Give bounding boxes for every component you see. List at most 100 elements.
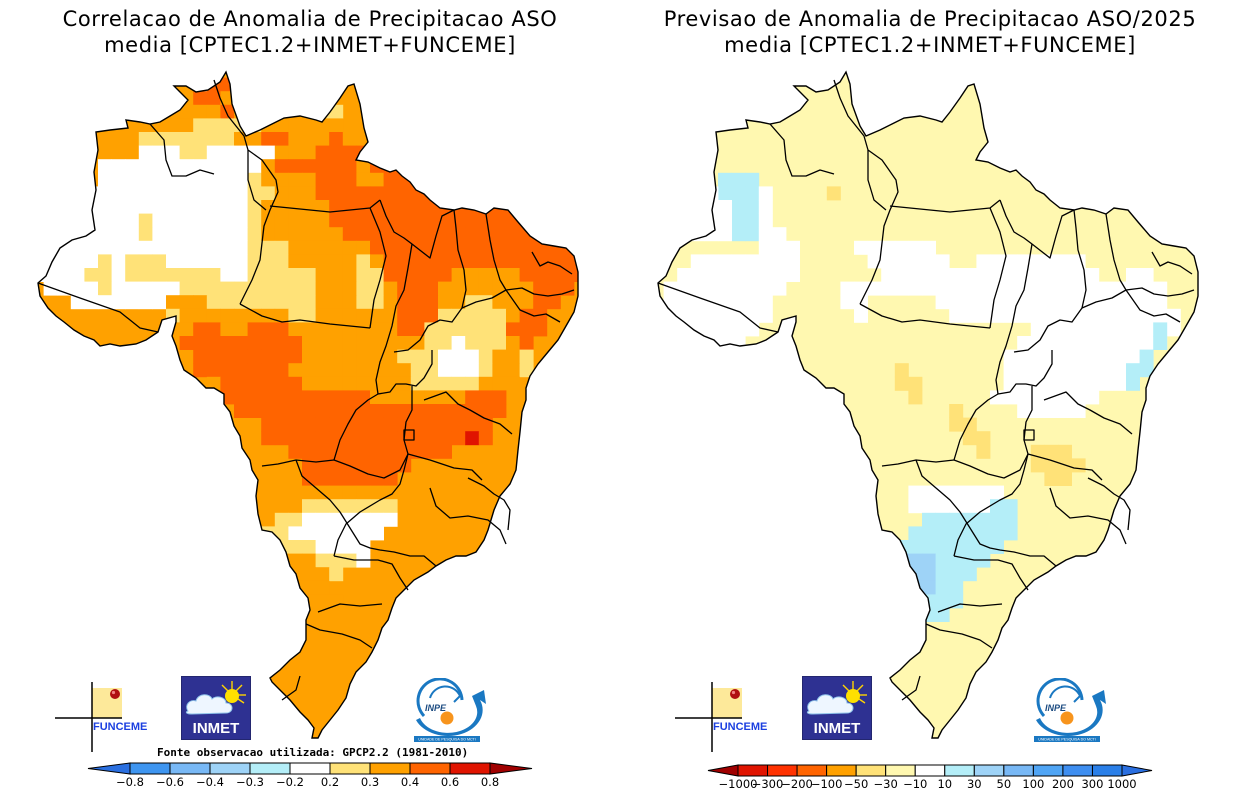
grid-cell: [274, 404, 289, 418]
grid-cell: [356, 472, 371, 486]
grid-cell: [234, 390, 248, 405]
grid-cell: [152, 254, 167, 269]
grid-cell: [193, 77, 208, 92]
grid-cell: [342, 349, 357, 364]
grid-cell: [220, 363, 235, 378]
grid-cell: [922, 485, 936, 500]
grid-cell: [1017, 363, 1032, 378]
grid-cell: [854, 308, 868, 323]
grid-cell: [302, 431, 316, 446]
grid-cell: [438, 444, 452, 459]
grid-cell: [383, 240, 398, 255]
grid-cell: [1003, 281, 1018, 296]
grid-cell: [962, 431, 977, 446]
grid-cell: [976, 485, 991, 500]
grid-cell: [288, 349, 303, 364]
colorbar-box: [1032, 764, 1064, 777]
grid-cell: [908, 594, 923, 609]
grid-cell: [179, 213, 194, 228]
colorbar-min-arrow: [707, 764, 739, 777]
grid-cell: [370, 295, 384, 310]
state-border: [937, 603, 1003, 613]
grid-cell: [98, 159, 112, 174]
grid-cell: [908, 553, 923, 568]
grid-cell: [302, 553, 316, 568]
state-border: [1023, 386, 1033, 455]
grid-cell: [908, 240, 923, 255]
grid-cell: [1003, 499, 1018, 514]
grid-cell: [220, 104, 235, 119]
grid-cell: [274, 295, 289, 310]
grid-cell: [288, 213, 303, 228]
grid-cell: [261, 404, 276, 418]
grid-cell: [329, 308, 344, 323]
grid-cell: [84, 254, 99, 269]
grid-cell: [247, 404, 262, 418]
grid-cell: [370, 186, 384, 201]
grid-cell: [274, 227, 289, 242]
grid-cell: [1153, 295, 1168, 310]
grid-cell: [1112, 376, 1127, 391]
grid-cell: [492, 295, 507, 310]
grid-cell: [193, 363, 208, 378]
grid-cell: [1139, 295, 1154, 310]
state-border: [989, 207, 1007, 329]
grid-cell: [745, 295, 760, 310]
grid-cell: [206, 213, 221, 228]
grid-cell: [438, 281, 452, 296]
grid-cell: [745, 268, 760, 282]
grid-cell: [935, 567, 950, 582]
grid-cell: [410, 322, 425, 337]
grid-cell: [315, 322, 330, 337]
colorbar-max-arrow: [489, 762, 533, 775]
grid-cell: [894, 580, 909, 595]
grid-cell: [519, 295, 534, 310]
grid-cell: [234, 186, 248, 201]
grid-cell: [288, 281, 303, 296]
grid-cell: [261, 336, 276, 350]
grid-cell: [302, 322, 316, 337]
grid-cell: [329, 472, 344, 486]
grid-cell: [492, 268, 507, 282]
grid-cell: [302, 580, 316, 595]
grid-cell: [1112, 363, 1127, 378]
grid-cell: [1085, 336, 1100, 350]
grid-cell: [166, 200, 180, 214]
grid-cell: [731, 227, 746, 242]
grid-cell: [84, 240, 99, 255]
grid-cell: [438, 322, 452, 337]
grid-cell: [465, 308, 480, 323]
grid-cell: [451, 363, 466, 378]
grid-cell: [690, 254, 705, 269]
grid-cell: [840, 295, 855, 310]
grid-cell: [718, 227, 732, 242]
state-border: [953, 453, 1029, 479]
grid-cell: [370, 499, 384, 514]
colorbar-tick-label: 0.4: [401, 775, 419, 789]
grid-cell: [261, 417, 276, 432]
grid-cell: [451, 349, 466, 364]
grid-cell: [506, 336, 520, 350]
grid-cell: [193, 118, 208, 133]
grid-cell: [315, 186, 330, 201]
grid-cell: [397, 172, 412, 187]
grid-cell: [234, 254, 248, 269]
grid-cell: [410, 404, 425, 418]
grid-cell: [329, 363, 344, 378]
grid-cell: [125, 295, 140, 310]
state-border: [377, 350, 433, 395]
grid-cell: [370, 227, 384, 242]
grid-cell: [356, 390, 371, 405]
grid-cell: [772, 254, 787, 269]
grid-cell: [658, 200, 664, 214]
state-border: [485, 213, 507, 291]
grid-cell: [1044, 472, 1059, 486]
grid-cell: [193, 186, 208, 201]
colorbar-tick-label: 10: [937, 777, 952, 791]
panel-correlation: Correlacao de Anomalia de Precipitacao A…: [37, 7, 579, 789]
grid-cell: [152, 213, 167, 228]
grid-cell: [718, 336, 732, 350]
grid-cell: [302, 159, 316, 174]
grid-cell: [383, 145, 398, 160]
svg-text:UNIDADE DE PESQUISA DO MCTI: UNIDADE DE PESQUISA DO MCTI: [418, 738, 476, 742]
